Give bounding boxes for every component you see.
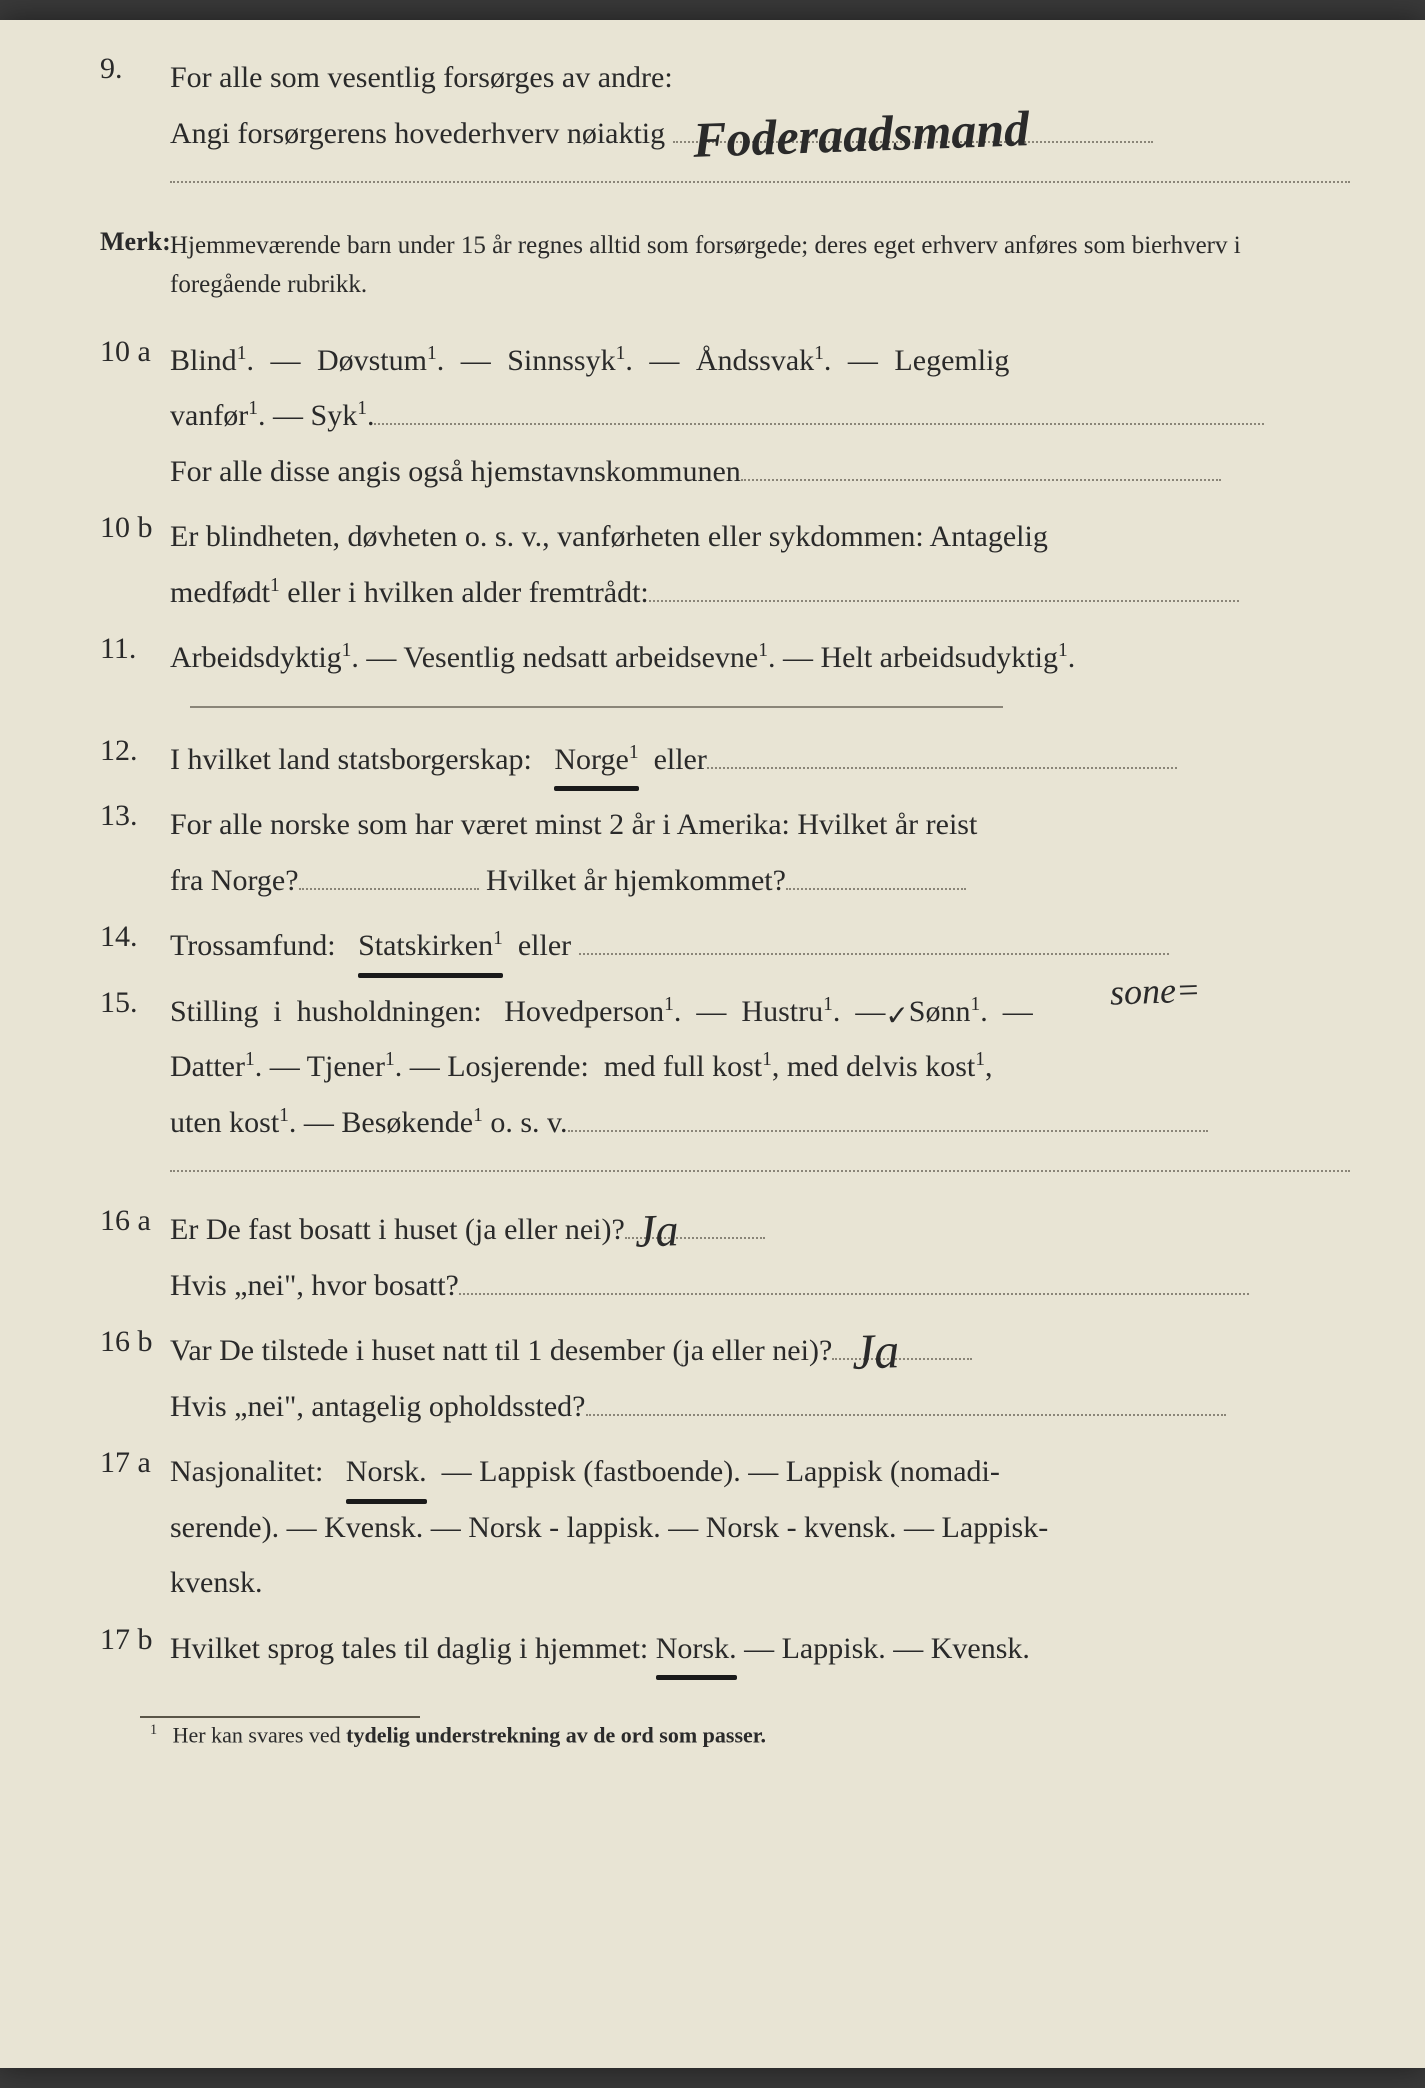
q16b-fill2	[586, 1389, 1226, 1416]
merk-body: Hjemmeværende barn under 15 år regnes al…	[170, 227, 1350, 305]
footnote-text-a: Her kan svares ved	[173, 1722, 347, 1747]
q11-number: 11.	[100, 630, 170, 666]
question-10a: 10 a Blind1. — Døvstum1. — Sinnssyk1. — …	[100, 333, 1350, 500]
q9-body: For alle som vesentlig forsørges av andr…	[170, 50, 1350, 203]
q15-line1: Stilling i husholdningen: Hovedperson1. …	[170, 995, 1033, 1028]
q17a-body: Nasjonalitet: Norsk. — Lappisk (fastboen…	[170, 1444, 1350, 1611]
footnote-marker: 1	[150, 1722, 157, 1738]
q9-line1: For alle som vesentlig forsørges av andr…	[170, 61, 673, 94]
q13-line2a: fra Norge?	[170, 864, 299, 897]
q9-fill: Foderaadsmand	[673, 116, 1153, 143]
q12-body: I hvilket land statsborgerskap: Norge1 e…	[170, 732, 1350, 788]
q9-line2-prefix: Angi forsørgerens hovederhverv nøiaktig	[170, 117, 665, 150]
q15-number: 15.	[100, 984, 170, 1020]
q16a-fill1: Ja	[625, 1212, 765, 1239]
question-17b: 17 b Hvilket sprog tales til daglig i hj…	[100, 1621, 1350, 1677]
q17b-rest: — Lappisk. — Kvensk.	[744, 1632, 1030, 1665]
footnote-rule	[140, 1716, 420, 1718]
merk-note: Merk: Hjemmeværende barn under 15 år reg…	[100, 227, 1350, 305]
q14-underlined: Statskirken1	[358, 918, 503, 974]
q17a-underlined: Norsk.	[346, 1444, 427, 1500]
q10b-body: Er blindheten, døvheten o. s. v., vanfør…	[170, 509, 1350, 620]
question-10b: 10 b Er blindheten, døvheten o. s. v., v…	[100, 509, 1350, 620]
q17b-body: Hvilket sprog tales til daglig i hjemmet…	[170, 1621, 1350, 1677]
merk-label: Merk:	[100, 227, 170, 305]
q10a-body: Blind1. — Døvstum1. — Sinnssyk1. — Åndss…	[170, 333, 1350, 500]
q17a-rest1: — Lappisk (fastboende). — Lappisk (nomad…	[442, 1455, 1000, 1488]
q12-number: 12.	[100, 732, 170, 768]
q16a-fill2	[459, 1268, 1249, 1295]
q10a-fill1	[374, 398, 1264, 425]
q17a-line2: serende). — Kvensk. — Norsk - lappisk. —…	[170, 1511, 1048, 1544]
q14-after: eller	[518, 929, 571, 962]
q16a-line1-prefix: Er De fast bosatt i huset (ja eller nei)…	[170, 1213, 625, 1246]
question-16b: 16 b Var De tilstede i huset natt til 1 …	[100, 1323, 1350, 1434]
q12-fill	[707, 742, 1177, 769]
q16a-handwritten: Ja	[633, 1187, 679, 1274]
q13-fill2	[786, 863, 966, 890]
census-form-page: 9. For alle som vesentlig forsørges av a…	[0, 20, 1425, 2068]
q15-blank-line	[170, 1170, 1350, 1172]
q10b-fill	[649, 575, 1239, 602]
q9-number: 9.	[100, 50, 170, 86]
q17b-prefix: Hvilket sprog tales til daglig i hjemmet…	[170, 1632, 648, 1665]
q16b-line1-prefix: Var De tilstede i huset natt til 1 desem…	[170, 1334, 832, 1367]
q13-number: 13.	[100, 797, 170, 833]
footnote-text-b: tydelig understrekning av de ord som pas…	[346, 1722, 766, 1747]
q16b-number: 16 b	[100, 1323, 170, 1359]
q11-text: Arbeidsdyktig1. — Vesentlig nedsatt arbe…	[170, 641, 1075, 674]
q17a-number: 17 a	[100, 1444, 170, 1480]
q13-line1: For alle norske som har været minst 2 år…	[170, 808, 977, 841]
footnote: 1 Her kan svares ved tydelig understrekn…	[100, 1722, 1350, 1748]
q15-fill	[568, 1105, 1208, 1132]
q17b-number: 17 b	[100, 1621, 170, 1657]
q12-underlined: Norge1	[554, 732, 638, 788]
q10a-line1: Blind1. — Døvstum1. — Sinnssyk1. — Åndss…	[170, 344, 1009, 377]
q10b-line1: Er blindheten, døvheten o. s. v., vanfør…	[170, 520, 1048, 553]
q15-handwritten-note: sone=	[1109, 956, 1202, 1026]
q16a-body: Er De fast bosatt i huset (ja eller nei)…	[170, 1202, 1350, 1313]
q14-prefix: Trossamfund:	[170, 929, 336, 962]
q10a-number: 10 a	[100, 333, 170, 369]
q16b-handwritten: Ja	[851, 1304, 901, 1398]
q14-number: 14.	[100, 918, 170, 954]
question-16a: 16 a Er De fast bosatt i huset (ja eller…	[100, 1202, 1350, 1313]
q10b-line2: medfødt1 eller i hvilken alder fremtrådt…	[170, 576, 649, 609]
q13-fill1	[299, 863, 479, 890]
q9-handwritten: Foderaadsmand	[691, 82, 1030, 186]
q13-line2b: Hvilket år hjemkommet?	[486, 864, 786, 897]
question-13: 13. For alle norske som har været minst …	[100, 797, 1350, 908]
q16b-body: Var De tilstede i huset natt til 1 desem…	[170, 1323, 1350, 1434]
question-9: 9. For alle som vesentlig forsørges av a…	[100, 50, 1350, 203]
q15-line2: Datter1. — Tjener1. — Losjerende: med fu…	[170, 1050, 992, 1083]
q14-fill	[579, 928, 1169, 955]
q12-after: eller	[654, 743, 707, 776]
q15-line3: uten kost1. — Besøkende1 o. s. v.	[170, 1106, 568, 1139]
q16a-number: 16 a	[100, 1202, 170, 1238]
q12-prefix: I hvilket land statsborgerskap:	[170, 743, 532, 776]
q13-body: For alle norske som har været minst 2 år…	[170, 797, 1350, 908]
q10a-line2: vanfør1. — Syk1.	[170, 399, 374, 432]
q16b-fill1: Ja	[832, 1333, 972, 1360]
question-17a: 17 a Nasjonalitet: Norsk. — Lappisk (fas…	[100, 1444, 1350, 1611]
q16a-line2-prefix: Hvis „nei", hvor bosatt?	[170, 1269, 459, 1302]
q17a-prefix: Nasjonalitet:	[170, 1455, 323, 1488]
question-12: 12. I hvilket land statsborgerskap: Norg…	[100, 732, 1350, 788]
q16b-line2-prefix: Hvis „nei", antagelig opholdssted?	[170, 1390, 586, 1423]
question-11: 11. Arbeidsdyktig1. — Vesentlig nedsatt …	[100, 630, 1350, 686]
q10a-line3: For alle disse angis også hjemstavnskomm…	[170, 455, 741, 488]
q15-body: sone= Stilling i husholdningen: Hovedper…	[170, 984, 1350, 1193]
q10b-number: 10 b	[100, 509, 170, 545]
q11-body: Arbeidsdyktig1. — Vesentlig nedsatt arbe…	[170, 630, 1350, 686]
divider-after-11	[190, 706, 1003, 708]
q10a-fill2	[741, 454, 1221, 481]
q17b-underlined: Norsk.	[656, 1621, 737, 1677]
q17a-line3: kvensk.	[170, 1566, 263, 1599]
question-15: 15. sone= Stilling i husholdningen: Hove…	[100, 984, 1350, 1193]
